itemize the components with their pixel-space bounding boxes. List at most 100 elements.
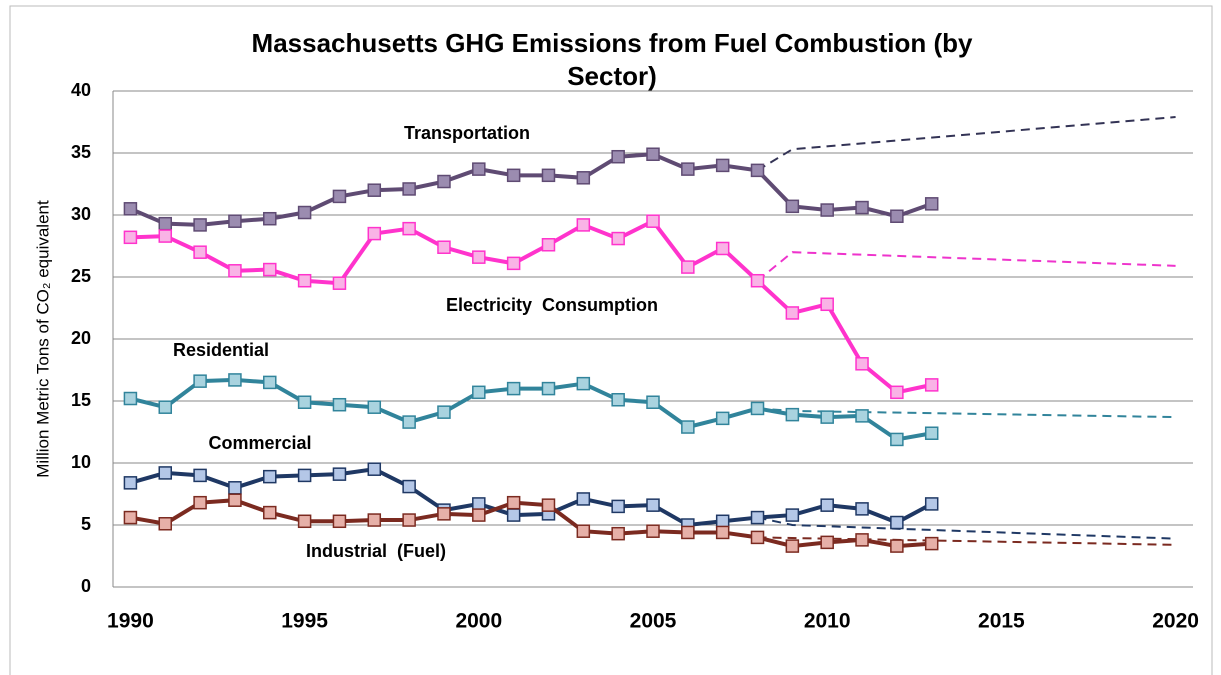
marker bbox=[402, 182, 416, 196]
marker bbox=[228, 373, 242, 387]
marker bbox=[506, 381, 521, 396]
marker bbox=[855, 533, 869, 547]
marker bbox=[472, 385, 486, 400]
marker bbox=[820, 203, 834, 217]
marker bbox=[367, 183, 382, 197]
marker bbox=[750, 401, 765, 416]
series-line bbox=[129, 377, 933, 442]
x-tick-label: 1995 bbox=[281, 610, 328, 633]
series-label: Commercial bbox=[208, 433, 311, 453]
marker bbox=[297, 514, 312, 529]
marker bbox=[681, 525, 695, 540]
marker bbox=[123, 476, 138, 490]
marker bbox=[123, 202, 138, 216]
marker bbox=[681, 420, 695, 434]
marker bbox=[472, 250, 486, 264]
marker bbox=[263, 262, 277, 277]
marker bbox=[332, 397, 347, 412]
marker bbox=[611, 499, 625, 514]
marker bbox=[576, 492, 591, 506]
marker bbox=[263, 375, 277, 390]
marker bbox=[472, 508, 486, 522]
marker bbox=[855, 200, 869, 215]
marker bbox=[437, 240, 451, 254]
marker bbox=[158, 466, 173, 480]
marker bbox=[750, 273, 765, 288]
marker bbox=[785, 508, 800, 522]
marker bbox=[855, 409, 869, 423]
marker bbox=[158, 400, 173, 414]
marker bbox=[576, 171, 591, 185]
marker bbox=[158, 517, 173, 531]
marker bbox=[193, 218, 207, 232]
y-tick-label: 40 bbox=[71, 80, 91, 100]
marker bbox=[332, 514, 347, 529]
marker bbox=[611, 149, 625, 164]
y-tick-label: 5 bbox=[81, 514, 91, 534]
marker bbox=[681, 162, 695, 176]
marker bbox=[367, 462, 382, 476]
marker bbox=[332, 467, 347, 481]
marker bbox=[541, 381, 556, 396]
marker bbox=[820, 498, 834, 512]
marker bbox=[367, 400, 382, 414]
marker bbox=[437, 405, 451, 419]
marker bbox=[646, 498, 660, 512]
y-tick-label: 20 bbox=[71, 328, 91, 348]
marker bbox=[158, 216, 173, 231]
marker bbox=[367, 226, 382, 241]
marker bbox=[785, 539, 800, 553]
marker bbox=[576, 524, 591, 538]
marker bbox=[297, 395, 312, 409]
marker bbox=[228, 481, 242, 495]
x-tick-label: 2000 bbox=[455, 610, 502, 633]
projection-line bbox=[757, 536, 1176, 546]
y-tick-label: 15 bbox=[71, 390, 91, 410]
marker bbox=[193, 245, 207, 259]
marker bbox=[263, 469, 277, 484]
x-tick-label: 2010 bbox=[804, 610, 851, 633]
marker bbox=[890, 539, 904, 553]
marker bbox=[263, 505, 277, 520]
marker bbox=[611, 393, 625, 407]
marker bbox=[123, 391, 138, 406]
marker bbox=[855, 357, 869, 371]
y-tick-label: 30 bbox=[71, 204, 91, 224]
marker bbox=[158, 229, 173, 243]
projection-line bbox=[757, 516, 1176, 540]
marker bbox=[785, 306, 800, 320]
marker bbox=[402, 479, 416, 494]
marker bbox=[332, 276, 347, 290]
marker bbox=[611, 526, 625, 541]
chart-title: Massachusetts GHG Emissions from Fuel Co… bbox=[252, 28, 973, 91]
marker bbox=[193, 468, 207, 483]
marker bbox=[576, 376, 591, 391]
marker bbox=[541, 498, 556, 512]
marker bbox=[123, 510, 138, 525]
marker bbox=[820, 410, 834, 424]
y-tick-label: 0 bbox=[81, 576, 91, 596]
marker bbox=[193, 374, 207, 388]
marker bbox=[750, 510, 765, 525]
series-line bbox=[130, 498, 932, 549]
y-axis-label: Million Metric Tons of CO₂ equivalent bbox=[33, 200, 52, 478]
marker bbox=[506, 168, 521, 183]
x-tick-label: 2015 bbox=[978, 610, 1025, 633]
y-tick-label: 25 bbox=[71, 266, 91, 286]
marker bbox=[541, 238, 556, 252]
marker bbox=[263, 211, 277, 226]
marker bbox=[123, 230, 138, 245]
marker bbox=[576, 218, 591, 232]
marker bbox=[367, 513, 382, 527]
marker bbox=[541, 168, 556, 183]
marker bbox=[924, 536, 939, 551]
marker bbox=[890, 209, 904, 223]
marker bbox=[715, 514, 730, 529]
marker bbox=[332, 189, 347, 204]
marker bbox=[715, 411, 730, 426]
marker bbox=[193, 495, 207, 510]
series-label: Electricity Consumption bbox=[446, 295, 658, 315]
marker bbox=[924, 197, 939, 211]
marker bbox=[472, 162, 486, 176]
